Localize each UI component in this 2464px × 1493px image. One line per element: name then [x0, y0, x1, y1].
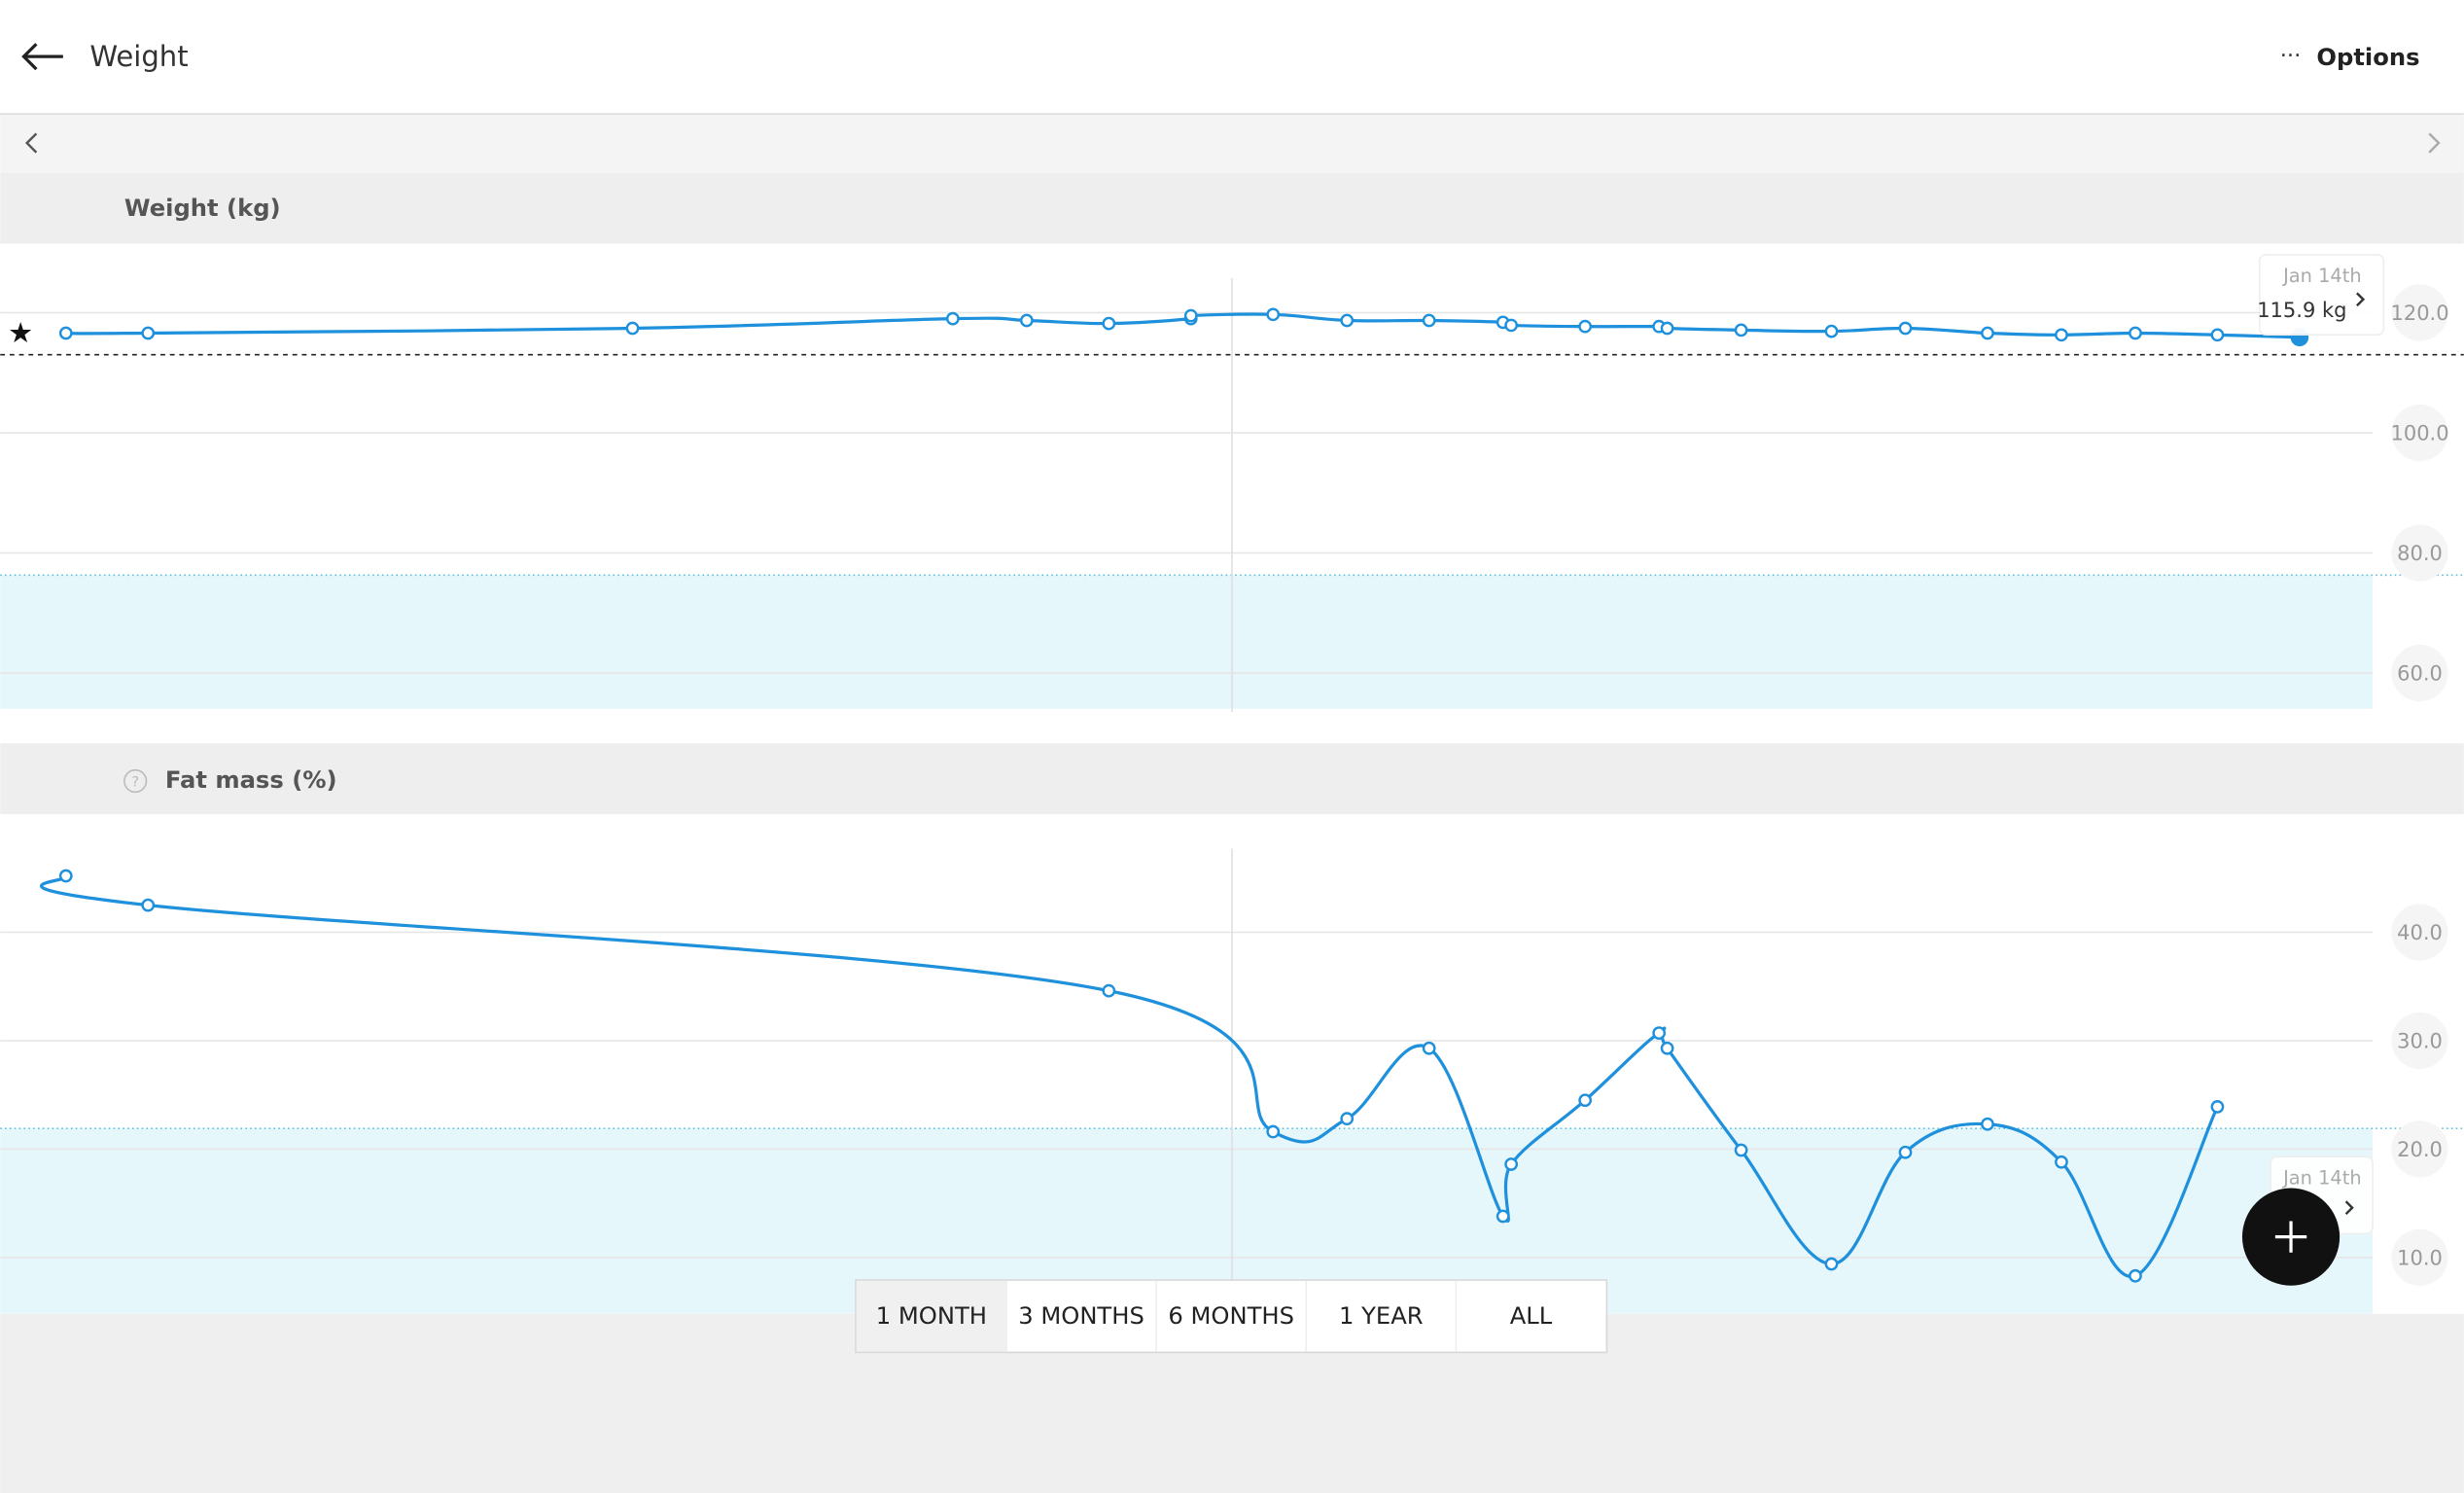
tick-bg [2391, 1120, 2448, 1178]
data-point[interactable] [1102, 316, 1116, 331]
normal-range [0, 575, 2374, 709]
app-bar [0, 0, 2464, 114]
range-tab[interactable]: 6 MONTHS [1168, 1302, 1294, 1330]
tick-bg [2391, 524, 2448, 582]
help-icon[interactable] [123, 768, 148, 794]
tooltip-date: Jan 14th [2282, 1166, 2362, 1189]
chart-title: Fat mass (%) [165, 766, 337, 794]
data-point[interactable] [1102, 983, 1116, 998]
next-button[interactable] [2428, 132, 2441, 154]
tick-bg [2391, 284, 2448, 341]
data-point[interactable] [1578, 319, 1593, 334]
y-tick-label: 20.0 [2397, 1138, 2443, 1161]
data-point[interactable] [1340, 313, 1355, 328]
data-point[interactable] [141, 898, 156, 912]
tooltip-date: Jan 14th [2282, 265, 2362, 287]
data-point[interactable] [1824, 1257, 1839, 1271]
data-point[interactable] [1496, 1209, 1510, 1224]
nav-bar [0, 113, 2464, 173]
data-point[interactable] [1266, 1124, 1281, 1139]
add-icon [2274, 1221, 2307, 1253]
tooltip-chevron [2356, 292, 2366, 307]
data-point[interactable] [1660, 321, 1674, 336]
data-point[interactable] [58, 326, 73, 340]
data-point[interactable] [58, 869, 73, 883]
page-title: Weight [89, 40, 188, 73]
data-point[interactable] [1183, 308, 1198, 323]
data-point[interactable] [1981, 1117, 1994, 1131]
data-point[interactable] [2210, 328, 2225, 342]
y-tick-label: 30.0 [2397, 1030, 2443, 1053]
data-point[interactable] [1266, 307, 1281, 322]
tick-bg [2391, 404, 2448, 462]
range-tab[interactable]: 1 YEAR [1339, 1302, 1424, 1330]
range-tab[interactable]: ALL [1510, 1302, 1553, 1330]
section-header [0, 743, 2464, 814]
data-point[interactable] [1340, 1112, 1355, 1126]
data-point[interactable] [1578, 1093, 1593, 1108]
data-point[interactable] [2129, 326, 2142, 340]
tooltip-box [2258, 253, 2385, 336]
y-tick-label: 60.0 [2397, 662, 2443, 686]
tick-bg [2391, 1228, 2448, 1286]
data-point[interactable] [1020, 313, 1034, 328]
data-point[interactable] [625, 321, 640, 336]
help-icon-glyph: ? [131, 775, 139, 791]
y-tick-label: 120.0 [2390, 302, 2448, 325]
range-tab[interactable]: 3 MONTHS [1018, 1302, 1144, 1330]
data-point[interactable] [1898, 321, 1913, 336]
data-point[interactable] [2055, 328, 2068, 342]
tick-bg [2391, 1012, 2448, 1070]
range-tab[interactable]: 1 MONTH [876, 1302, 987, 1330]
section-header [0, 172, 2464, 244]
back-button[interactable] [21, 43, 63, 71]
tooltip-chevron [2344, 1200, 2354, 1216]
data-point[interactable] [1504, 1157, 1519, 1171]
data-point[interactable] [1504, 318, 1519, 333]
data-point[interactable] [1981, 326, 1994, 340]
data-point[interactable] [1422, 1041, 1436, 1055]
tooltip-value: 115.9 kg [2257, 299, 2346, 322]
data-point[interactable] [141, 326, 156, 340]
data-point[interactable] [1660, 1041, 1674, 1055]
data-point[interactable] [945, 311, 960, 326]
data-point[interactable] [2055, 1155, 2068, 1169]
data-point[interactable] [1824, 324, 1839, 338]
data-point[interactable] [1734, 1143, 1748, 1157]
y-tick-label: 40.0 [2397, 921, 2443, 944]
data-point[interactable] [1734, 323, 1748, 338]
tooltip[interactable]: Jan 14th 115.9 kg [2257, 253, 2385, 336]
data-point[interactable] [1422, 313, 1436, 328]
data-point[interactable] [1898, 1145, 1913, 1159]
options-button[interactable]: Options [2316, 44, 2419, 71]
tick-bg [2391, 644, 2448, 702]
data-point[interactable] [2210, 1100, 2225, 1114]
data-point[interactable] [1652, 1026, 1667, 1040]
options-dots: ··· [2280, 44, 2302, 69]
chart-title: Weight (kg) [124, 195, 281, 222]
y-tick-label: 10.0 [2397, 1246, 2443, 1269]
prev-button[interactable] [24, 132, 38, 154]
data-point[interactable] [2129, 1268, 2142, 1283]
y-tick-label: 80.0 [2397, 542, 2443, 565]
tick-bg [2391, 904, 2448, 961]
range-tab-selected [856, 1280, 1006, 1352]
y-tick-label: 100.0 [2390, 422, 2448, 445]
start-marker: ★ [8, 316, 33, 349]
